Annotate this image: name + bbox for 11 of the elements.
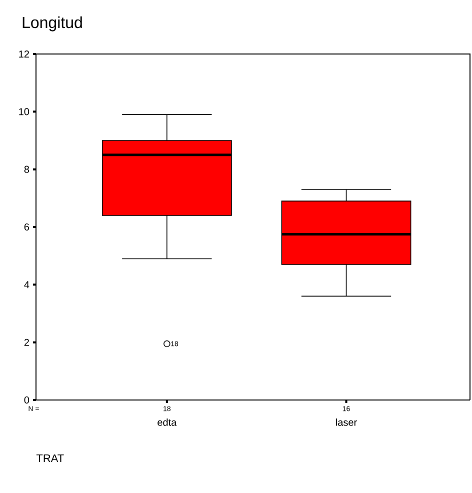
- y-tick-label: 8: [24, 166, 30, 173]
- y-tick-label: 4: [24, 281, 30, 288]
- y-tick-label: 10: [19, 108, 30, 116]
- text: TRAT: [36, 454, 64, 462]
- x-tick-label: laser: [336, 418, 357, 426]
- y-tick-label: 12: [19, 50, 29, 58]
- chart-title: Longitud: [22, 16, 82, 32]
- y-tick-label: 2: [24, 338, 29, 346]
- x-tick-label: edta: [158, 418, 177, 426]
- y-tick-label: 0: [24, 396, 30, 404]
- y-tick-label: 6: [24, 223, 30, 231]
